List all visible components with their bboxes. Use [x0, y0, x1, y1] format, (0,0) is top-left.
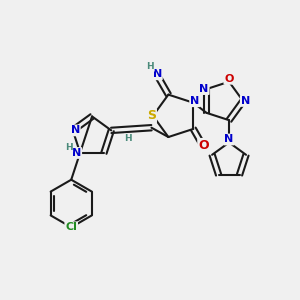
Text: N: N	[70, 125, 80, 135]
Text: N: N	[190, 96, 200, 106]
Text: H: H	[147, 62, 154, 71]
Text: Cl: Cl	[65, 222, 77, 232]
Text: N: N	[153, 69, 162, 79]
Text: N: N	[224, 134, 234, 145]
Text: O: O	[198, 139, 209, 152]
Text: S: S	[147, 109, 156, 122]
Text: N: N	[72, 148, 81, 158]
Text: H: H	[124, 134, 132, 143]
Text: O: O	[224, 74, 234, 84]
Text: N: N	[241, 96, 250, 106]
Text: N: N	[200, 84, 209, 94]
Text: H: H	[65, 143, 73, 152]
